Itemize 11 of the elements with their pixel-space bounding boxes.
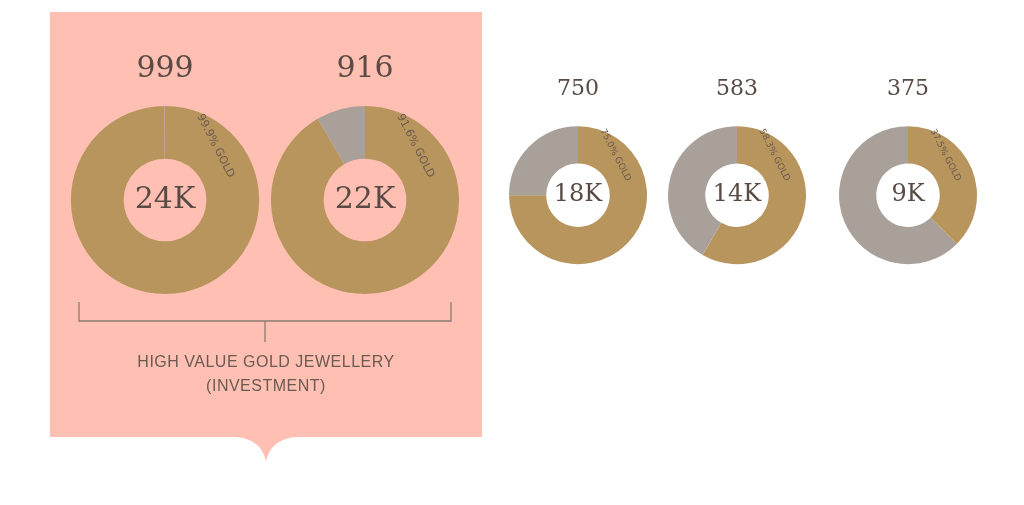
text: 22K <box>334 179 396 215</box>
text: 18K <box>553 179 604 208</box>
text: 14K <box>712 179 763 208</box>
chart-title: 999 <box>136 48 194 84</box>
chart-title: 750 <box>557 74 599 100</box>
text: HIGH VALUE GOLD JEWELLERY (INVESTMENT) <box>136 352 396 396</box>
chart-title: 916 <box>336 48 394 84</box>
text: 24K <box>134 179 196 215</box>
chart-title: 375 <box>887 74 929 100</box>
text: 9K <box>891 179 926 208</box>
chart-title: 583 <box>716 74 758 100</box>
